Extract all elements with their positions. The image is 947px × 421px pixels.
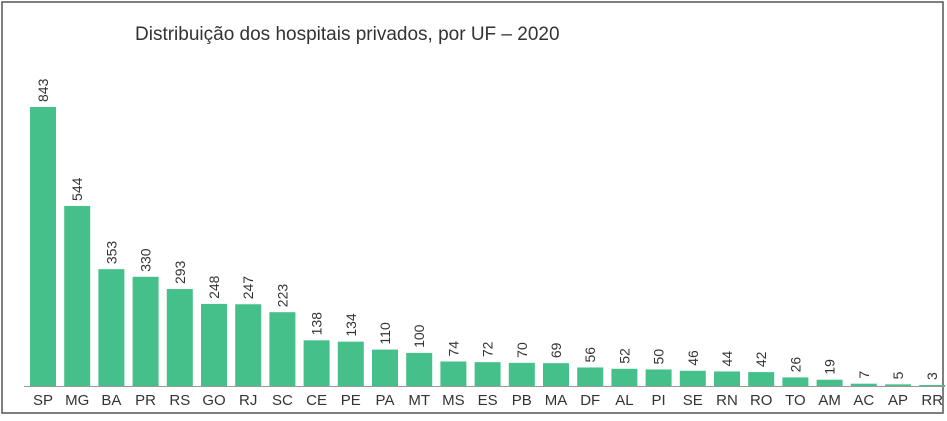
x-tick-label: PR	[135, 392, 156, 409]
x-tick-label: AP	[888, 392, 908, 409]
value-label: 44	[719, 351, 735, 367]
x-tick-label: MG	[65, 392, 89, 409]
bar	[406, 352, 433, 386]
x-tick-label: ES	[478, 392, 498, 409]
bar	[645, 369, 672, 386]
x-tick-label: RJ	[239, 392, 257, 409]
bar	[440, 361, 467, 386]
bar	[269, 312, 296, 386]
bar	[611, 368, 638, 386]
x-tick-label: PA	[376, 392, 395, 409]
value-label: 353	[103, 241, 119, 265]
value-label: 56	[582, 347, 598, 363]
value-label: 70	[514, 342, 530, 358]
value-label: 110	[377, 322, 393, 345]
chart-title: Distribuição dos hospitais privados, por…	[135, 24, 560, 45]
x-tick-label: SP	[33, 392, 53, 409]
x-tick-label: MS	[442, 392, 465, 409]
x-tick-label: TO	[785, 392, 806, 409]
value-label: 100	[411, 324, 427, 348]
bar	[714, 371, 740, 386]
x-tick-label: PE	[341, 392, 361, 409]
bar	[816, 379, 843, 386]
x-tick-label: RS	[169, 392, 190, 409]
bar	[885, 384, 911, 386]
bar	[98, 269, 125, 386]
bar	[166, 289, 193, 386]
value-label: 138	[309, 312, 325, 336]
value-label: 50	[651, 349, 667, 365]
value-label: 42	[753, 351, 769, 367]
x-tick-label: GO	[202, 392, 225, 409]
value-label: 19	[822, 359, 838, 375]
bar	[30, 107, 56, 386]
x-tick-label: PI	[652, 392, 666, 409]
x-tick-label: AC	[853, 392, 874, 409]
x-tick-label: RR	[921, 392, 943, 409]
x-tick-label: AL	[615, 392, 633, 409]
x-tick-label: SE	[683, 392, 703, 409]
value-label: 843	[35, 78, 51, 102]
value-label: 46	[685, 350, 701, 366]
value-label: 134	[343, 313, 359, 337]
value-label: 3	[924, 372, 940, 380]
value-label: 247	[240, 276, 256, 300]
value-label: 293	[172, 260, 188, 284]
bar	[850, 383, 877, 386]
bar	[337, 341, 364, 386]
bar	[303, 340, 330, 386]
x-tick-label: PB	[512, 392, 532, 409]
value-label: 544	[69, 177, 85, 201]
bar	[577, 367, 604, 386]
bar	[474, 362, 501, 386]
value-label: 69	[548, 342, 564, 358]
x-tick-label: MT	[408, 392, 430, 409]
x-tick-label: DF	[580, 392, 600, 409]
value-label: 72	[480, 341, 496, 357]
bar	[919, 385, 946, 386]
value-label: 5	[890, 371, 906, 379]
bar	[132, 276, 159, 386]
bar	[201, 303, 227, 386]
value-label: 248	[206, 275, 222, 299]
x-tick-label: CE	[306, 392, 327, 409]
value-label: 26	[787, 357, 803, 373]
x-tick-label: SC	[272, 392, 293, 409]
bar	[543, 363, 569, 386]
x-tick-label: MA	[545, 392, 568, 409]
x-tick-label: RN	[716, 392, 738, 409]
value-label: 223	[274, 284, 290, 308]
value-label: 330	[138, 248, 154, 272]
bar	[372, 349, 398, 386]
x-tick-label: AM	[818, 392, 841, 409]
chart-frame	[1, 1, 944, 414]
bar	[235, 304, 262, 386]
bar	[679, 370, 706, 386]
value-label: 52	[616, 348, 632, 364]
bar	[508, 362, 535, 386]
bar	[64, 205, 91, 386]
value-label: 74	[445, 341, 461, 357]
bar	[748, 372, 775, 386]
x-tick-label: BA	[101, 392, 121, 409]
x-tick-label: RO	[750, 392, 773, 409]
bar	[782, 377, 809, 386]
value-label: 7	[856, 371, 872, 379]
